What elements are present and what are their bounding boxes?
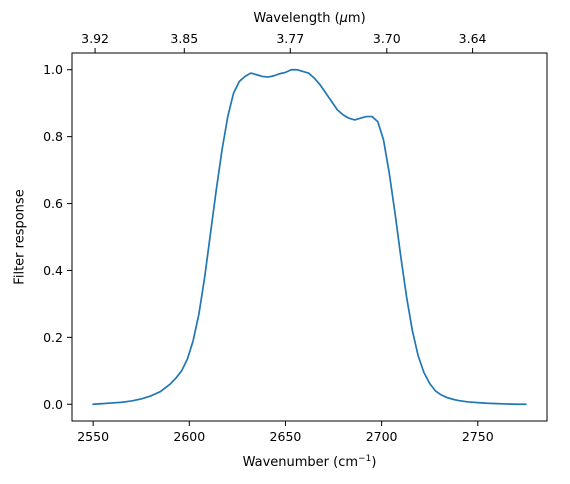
y-tick-label: 1.0 (43, 62, 63, 77)
y-tick-label: 0.8 (43, 129, 63, 144)
x-tick-label: 2600 (173, 429, 205, 444)
series-line-0 (92, 68, 527, 406)
secondary-x-tick-label: 3.92 (81, 31, 109, 46)
curve-layer (92, 68, 527, 406)
y-tick-label: 0.0 (43, 397, 63, 412)
x-axis-ticks: 2550 2600 2650 2700 2750 (77, 421, 494, 444)
x-tick-label: 2750 (462, 429, 494, 444)
y-tick-label: 0.2 (43, 330, 63, 345)
secondary-x-tick-label: 3.70 (373, 31, 401, 46)
x-axis-label-superscript: −1 (358, 454, 371, 464)
x-tick-label: 2700 (366, 429, 398, 444)
x-axis-label: Wavenumber (cm−1) (243, 454, 377, 470)
secondary-x-axis-ticks: 3.92 3.85 3.77 3.70 3.64 (81, 31, 487, 53)
secondary-x-tick-label: 3.64 (459, 31, 487, 46)
y-tick-label: 0.4 (43, 263, 63, 278)
x-axis-label-suffix: ) (371, 455, 376, 470)
secondary-x-axis-label-text: Wavelength ( (253, 11, 339, 26)
secondary-x-axis-label: Wavelength (μm) (253, 11, 365, 26)
secondary-x-tick-label: 3.77 (276, 31, 304, 46)
y-tick-label: 0.6 (43, 196, 63, 211)
x-axis-label-text: Wavenumber (cm (243, 455, 358, 470)
x-tick-label: 2550 (77, 429, 109, 444)
secondary-x-axis-label-suffix: m) (348, 11, 366, 26)
secondary-x-tick-label: 3.85 (170, 31, 198, 46)
y-axis-ticks: 0.0 0.2 0.4 0.6 0.8 1.0 (43, 62, 72, 412)
x-tick-label: 2650 (270, 429, 302, 444)
secondary-x-axis-label-symbol: μ (339, 11, 348, 26)
plot-frame (71, 52, 548, 422)
y-axis-label: Filter response (13, 189, 28, 284)
